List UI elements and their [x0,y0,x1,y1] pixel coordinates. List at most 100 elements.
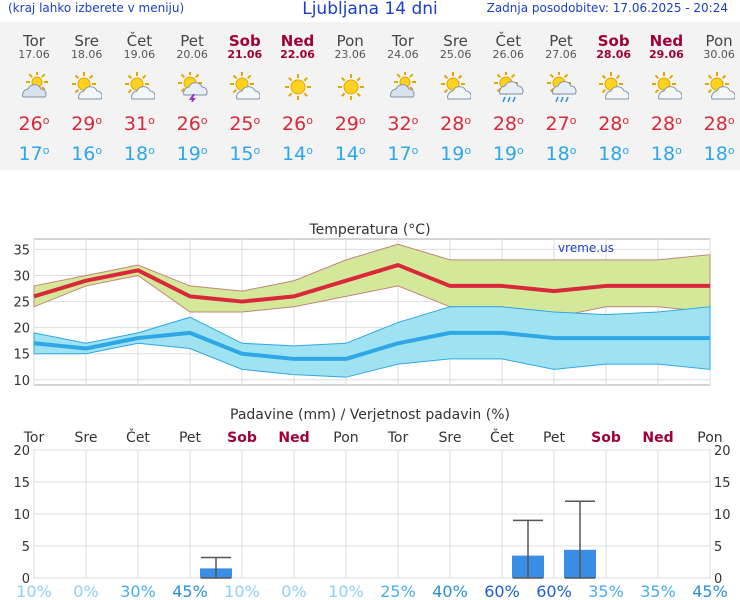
x-tick-label: Pet [179,430,202,446]
forecast-day: Sob 21.06 25o 15o [218,22,271,170]
probability-label: 10% [16,582,52,600]
forecast-day: Pet 20.06 26o 19o [166,22,219,170]
page-title: Ljubljana 14 dni [302,0,438,19]
forecast-day: Tor 24.06 32o 17o [376,22,429,170]
probability-label: 0% [281,582,306,600]
thunderstorm-icon [177,71,208,105]
max-temp: 29o [334,113,366,135]
max-temp: 26o [176,113,208,135]
day-name: Sob [228,32,261,50]
y-tick-label: 5 [22,540,30,555]
partly-cloudy-icon [441,72,472,102]
forecast-day: Ned 22.06 26o 14o [271,22,324,170]
partly-cloudy-icon [704,72,736,102]
y-tick-label-right: 20 [714,444,731,459]
max-temp: 31o [123,113,155,135]
x-tick-label: Pon [697,430,722,446]
day-date: 26.06 [492,48,525,61]
y-tick-label-right: 0 [714,572,722,587]
day-date: 24.06 [387,48,419,61]
partly-cloudy-icon [124,72,156,102]
showers-icon [546,71,577,103]
probability-label: 35% [588,582,624,600]
probability-label: 60% [536,582,572,600]
x-tick-label: Sob [227,430,257,446]
day-name: Pon [336,32,364,50]
temperature-chart-title: Temperatura (°C) [308,222,430,238]
probability-label: 30% [120,582,156,600]
day-date: 20.06 [176,48,208,61]
y-tick-label: 30 [13,270,30,285]
day-date: 25.06 [439,48,472,61]
partly-cloudy-icon [72,72,103,102]
min-temp: 14o [282,143,313,165]
day-date: 27.06 [545,48,577,61]
day-name: Sob [597,32,630,50]
partly-cloudy-icon [651,72,683,102]
cloudy-icon [20,71,50,102]
y-tick-label-right: 5 [714,540,722,555]
day-name: Čet [126,32,153,50]
temperature-chart: Temperatura (°C) 10 15 20 25 30 35 vreme.us [13,222,711,389]
min-temp-range-band [33,306,711,378]
day-date: 21.06 [227,48,263,61]
forecast-day: Pet 27.06 27o 18o [535,22,588,170]
x-tick-label: Pon [333,430,358,446]
min-temp: 19o [492,143,524,165]
precipitation-chart: Padavine (mm) / Verjetnost padavin (%) To… [13,407,731,600]
forecast-strip: Tor 17.06 26o 17o Sre 18.06 29o 16o Čet 19.06 31o 1… [0,22,740,170]
min-temp: 18o [703,143,735,165]
min-temp: 14o [334,143,366,165]
y-tick-label-right: 15 [714,476,731,491]
probability-label: 40% [432,582,468,600]
max-temp: 32o [387,113,419,135]
x-tick-label: Pet [543,430,566,446]
header: (kraj lahko izberete v meniju) Ljubljana… [0,0,740,22]
forecast-day: Pon 30.06 28o 18o [693,22,740,170]
forecast-day: Sre 25.06 28o 19o [429,22,482,170]
day-date: 28.06 [596,48,632,61]
forecast-day: Čet 26.06 28o 19o [482,22,535,170]
forecast-day: Tor 17.06 26o 17o [8,22,61,170]
y-tick-label: 0 [22,572,30,587]
x-tick-label: Sre [439,430,462,446]
probability-label: 45% [172,582,208,600]
cloudy-icon [388,71,418,102]
y-tick-label-right: 10 [714,508,731,523]
forecast-day: Pon 23.06 29o 14o [324,22,377,170]
x-tick-label: Sob [591,430,621,446]
day-date: 22.06 [280,48,315,61]
y-tick-label: 25 [13,296,30,311]
x-tick-label: Sre [75,430,98,446]
probability-label: 60% [484,582,520,600]
forecast-day: Sob 28.06 28o 18o [587,22,640,170]
day-date: 17.06 [18,48,50,61]
min-temp: 18o [123,143,155,165]
x-tick-label: Tor [23,430,45,446]
y-tick-label: 35 [13,243,30,258]
day-name: Tor [391,32,414,50]
probability-label: 0% [73,582,98,600]
day-date: 29.06 [648,48,684,61]
probability-label: 45% [692,582,728,600]
day-date: 19.06 [123,48,156,61]
sunny-icon [283,72,313,102]
max-temp: 28o [598,113,630,135]
y-tick-label: 20 [13,322,30,337]
sunny-icon [336,72,366,102]
watermark: vreme.us [558,241,614,255]
y-tick-label: 15 [13,348,30,363]
x-tick-label: Tor [387,430,409,446]
min-temp: 19o [440,143,472,165]
min-temp: 18o [598,143,630,165]
forecast-day: Čet 19.06 31o 18o [113,22,166,170]
day-name: Pet [549,32,573,50]
y-tick-label: 10 [13,374,30,389]
day-name: Čet [495,32,522,50]
showers-icon [493,71,524,103]
probability-label: 10% [224,582,260,600]
menu-hint[interactable]: (kraj lahko izberete v meniju) [8,1,185,15]
min-temp: 19o [176,143,208,165]
day-date: 30.06 [703,48,735,61]
max-temp-line [33,263,710,304]
